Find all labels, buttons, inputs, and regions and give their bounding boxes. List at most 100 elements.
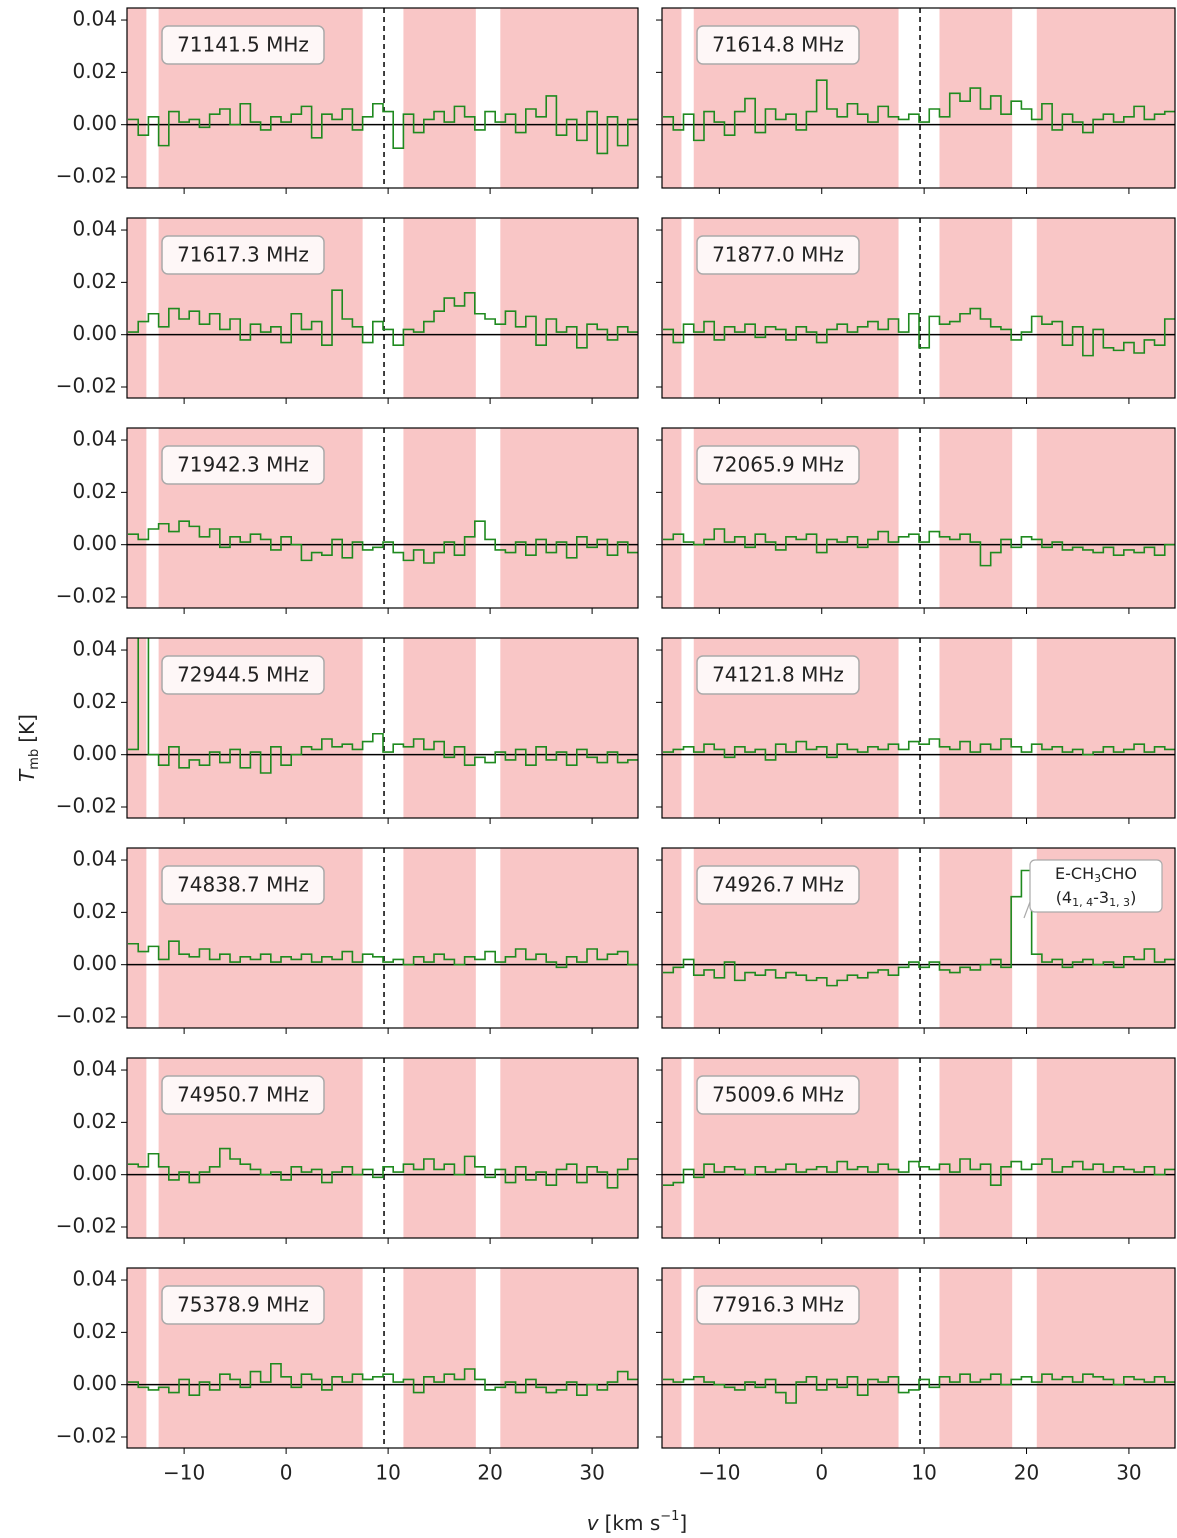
shaded-region	[662, 1058, 682, 1238]
shaded-region	[403, 848, 476, 1028]
annotation-part: )	[1130, 888, 1136, 907]
shaded-region	[1036, 638, 1175, 818]
x-tick-label: 0	[280, 1461, 293, 1485]
panel: −0.02 0.00 0.02 0.04 −10 0 10 20 30 75378.9 MHz	[56, 1267, 639, 1485]
y-tick-label: 0.04	[72, 1267, 117, 1291]
shaded-region	[500, 848, 638, 1028]
y-label-subscript: mb	[27, 749, 42, 770]
frame	[661, 637, 1176, 819]
panel-label: 71614.8 MHz	[712, 33, 844, 57]
label-box	[161, 445, 325, 485]
shaded-region	[662, 218, 682, 398]
panel-label: 71141.5 MHz	[177, 33, 309, 57]
panel-label: 72944.5 MHz	[177, 663, 309, 687]
panel: −0.02 0.00 0.02 0.04 71942.3 MHz	[56, 427, 639, 614]
shaded-region	[939, 8, 1013, 188]
shaded-region	[500, 1058, 638, 1238]
y-tick-label: −0.02	[56, 1424, 117, 1448]
y-tick-label: 0.04	[72, 847, 117, 871]
y-tick-label: 0.00	[72, 1161, 117, 1185]
frame	[126, 1057, 639, 1239]
annotation-part: 1, 4	[1072, 896, 1093, 909]
label-box	[696, 655, 860, 695]
x-label-unit: [km s	[605, 1511, 661, 1535]
annotation-part: E-CH	[1055, 864, 1094, 883]
shaded-region	[403, 1268, 476, 1448]
y-tick-label: 0.00	[72, 531, 117, 555]
annotation-part: 3	[1094, 872, 1101, 885]
label-box	[696, 1285, 860, 1325]
label-box	[161, 1075, 325, 1115]
spectrum	[128, 1147, 638, 1189]
shaded-region	[1036, 1058, 1175, 1238]
annotation-part: 1, 3	[1109, 896, 1130, 909]
shaded-region	[127, 848, 147, 1028]
y-tick-label: −0.02	[56, 164, 117, 188]
shaded-region	[127, 1058, 147, 1238]
y-tick-label: 0.00	[72, 741, 117, 765]
frame	[126, 427, 639, 609]
shaded-region	[662, 428, 682, 608]
y-tick-label: −0.02	[56, 1214, 117, 1238]
label-box	[161, 25, 325, 65]
label-box	[696, 865, 860, 905]
panel-label: 74121.8 MHz	[712, 663, 844, 687]
x-tick-label: 10	[375, 1461, 400, 1485]
x-tick-label: 0	[815, 1461, 828, 1485]
x-axis-label: v [km s−1]	[587, 1509, 687, 1535]
y-tick-label: 0.04	[72, 637, 117, 661]
y-tick-label: 0.02	[72, 479, 117, 503]
shaded-region	[127, 1268, 147, 1448]
annotation-text: E-CH3CHO	[1055, 864, 1137, 886]
shaded-region	[939, 1268, 1013, 1448]
panel: 74121.8 MHz	[656, 637, 1176, 824]
shaded-region	[1036, 1268, 1175, 1448]
y-tick-label: 0.02	[72, 269, 117, 293]
y-tick-label: 0.02	[72, 1319, 117, 1343]
annotation-part: CHO	[1101, 864, 1137, 883]
panel: 75009.6 MHz	[656, 1057, 1176, 1244]
spectrum	[663, 1373, 1175, 1404]
shaded-region	[127, 638, 147, 818]
x-tick-label: 20	[1014, 1461, 1039, 1485]
y-tick-label: 0.04	[72, 427, 117, 451]
shaded-region	[939, 1058, 1013, 1238]
annotation-part: -3	[1093, 888, 1109, 907]
frame	[661, 217, 1176, 399]
y-tick-label: −0.02	[56, 374, 117, 398]
shaded-region	[500, 1268, 638, 1448]
label-box	[161, 1285, 325, 1325]
shaded-region	[662, 848, 682, 1028]
panel: 71614.8 MHz	[656, 7, 1176, 194]
spectrum	[128, 520, 638, 564]
spectrum	[128, 940, 638, 969]
spectrum	[663, 79, 1175, 142]
frame	[661, 1267, 1176, 1449]
shaded-region	[403, 218, 476, 398]
label-box	[161, 655, 325, 695]
frame	[126, 1267, 639, 1449]
panel-label: 71942.3 MHz	[177, 453, 309, 477]
shaded-region	[939, 428, 1013, 608]
shaded-region	[500, 8, 638, 188]
y-label-symbol: T	[15, 768, 39, 782]
x-tick-label: −10	[698, 1461, 740, 1485]
annotation-text: (41, 4-31, 3)	[1056, 888, 1137, 910]
shaded-region	[403, 1058, 476, 1238]
spectrum	[128, 95, 638, 155]
panel: −0.02 0.00 0.02 0.04 74838.7 MHz	[56, 847, 639, 1034]
label-box	[696, 235, 860, 275]
shaded-region	[1036, 8, 1175, 188]
y-tick-label: 0.02	[72, 1109, 117, 1133]
y-label-unit: [K]	[15, 714, 39, 743]
panel: −0.02 0.00 0.02 0.04 71617.3 MHz	[56, 217, 639, 404]
y-tick-label: 0.04	[72, 7, 117, 31]
frame	[661, 847, 1176, 1029]
panel-label: 74926.7 MHz	[712, 873, 844, 897]
panel-label: 77916.3 MHz	[712, 1293, 844, 1317]
frame	[126, 217, 639, 399]
y-tick-label: −0.02	[56, 794, 117, 818]
y-tick-label: 0.00	[72, 321, 117, 345]
label-box	[696, 1075, 860, 1115]
